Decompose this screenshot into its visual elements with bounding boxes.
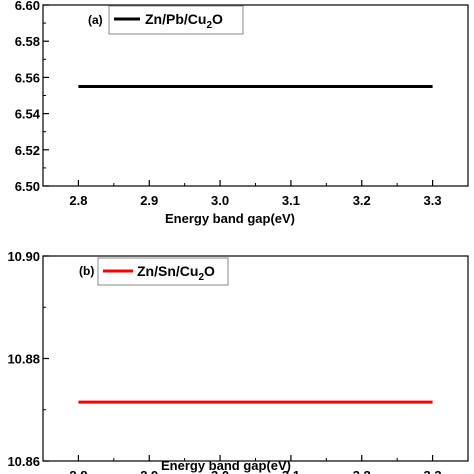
x-axis-title-a: Energy band gap(eV) [165,211,295,226]
y-tick-label: 10.86 [7,454,40,469]
x-axis-b: 2.8 2.9 3.0 3.1 3.2 3.3 [42,455,469,474]
x-tick-label: 3.3 [424,193,442,208]
x-tick-label: 3.3 [424,468,442,474]
legend-b: Zn/Sn/Cu2O [97,257,229,286]
panel-label-a: (a) [88,13,103,27]
legend-label-b: Zn/Sn/Cu2O [137,263,215,283]
x-tick-label: 3.1 [282,468,300,474]
x-tick-label: 2.9 [140,193,158,208]
x-tick-label: 3.2 [353,468,371,474]
x-axis-title-b: Energy band gap(eV) [161,458,291,473]
y-tick-label: 6.54 [15,107,41,122]
x-tick-label: 3.1 [282,193,300,208]
legend-label-a: Zn/Pb/Cu2O [145,11,223,31]
y-tick-label: 6.56 [15,70,40,85]
y-axis-b: 10.86 10.88 10.90 [7,249,49,469]
panel-b: 10.86 10.88 10.90 2.8 2.9 3.0 3.1 3.2 3.3 (b) Z… [7,249,469,474]
y-tick-label: 10.90 [7,249,40,264]
plot-frame-a [42,4,469,187]
y-tick-label: 6.58 [15,34,40,49]
x-axis-a: 2.8 2.9 3.0 3.1 3.2 3.3 [42,180,469,208]
panel-a: 6.50 6.52 6.54 6.56 6.58 6.60 2.8 2.9 3.0 3.1 3.2… [15,0,469,226]
y-tick-label: 6.52 [15,143,40,158]
panel-label-b: (b) [79,264,94,278]
legend-a: Zn/Pb/Cu2O [108,5,244,35]
x-tick-label: 3.0 [211,468,229,474]
x-tick-label: 2.8 [69,193,87,208]
x-tick-label: 3.2 [353,193,371,208]
x-tick-label: 3.0 [211,193,229,208]
y-axis-a: 6.50 6.52 6.54 6.56 6.58 6.60 [15,0,49,194]
y-tick-label: 6.60 [15,0,40,13]
y-tick-label: 6.50 [15,179,40,194]
y-tick-label: 10.88 [7,352,40,367]
x-tick-label: 2.9 [140,468,158,474]
x-tick-label: 2.8 [69,468,87,474]
plot-frame-b [42,255,469,462]
